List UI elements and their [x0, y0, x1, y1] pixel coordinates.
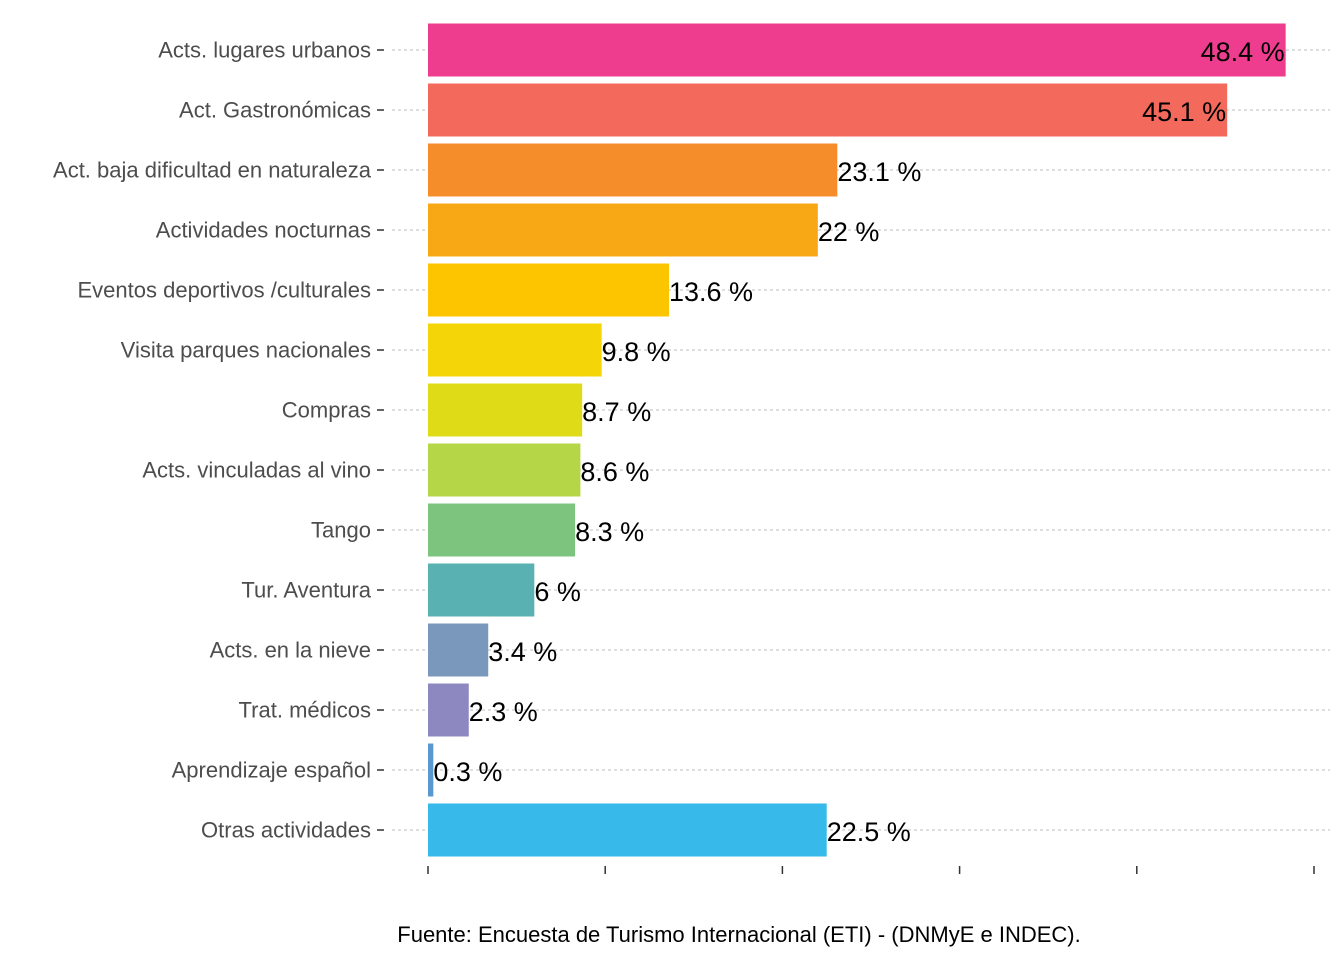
bar [428, 83, 1228, 137]
category-label: Eventos deportivos /culturales [78, 278, 372, 303]
category-label: Compras [282, 398, 371, 423]
category-label: Tur. Aventura [241, 578, 371, 603]
category-label: Acts. lugares urbanos [158, 38, 371, 63]
bar [428, 143, 838, 197]
value-label: 45.1 % [1142, 97, 1226, 127]
bar [428, 383, 583, 437]
value-label: 23.1 % [837, 157, 921, 187]
bar [428, 263, 669, 317]
value-label: 8.7 % [582, 397, 651, 427]
category-label: Acts. vinculadas al vino [142, 458, 371, 483]
category-label: Tango [311, 518, 371, 543]
value-label: 48.4 % [1201, 37, 1285, 67]
category-labels: Acts. lugares urbanos Act. Gastronómicas A… [53, 38, 384, 843]
bar [428, 563, 535, 617]
category-label: Acts. en la nieve [210, 638, 371, 663]
category-label: Visita parques nacionales [121, 338, 371, 363]
value-labels: 48.4 % 45.1 % 23.1 % 22 % 13.6 % 9.8 % 8.7 % 8.… [433, 37, 1284, 847]
value-label: 13.6 % [669, 277, 753, 307]
bar [428, 803, 827, 857]
bar [428, 503, 576, 557]
bar [428, 443, 581, 497]
bar [428, 323, 602, 377]
value-label: 0.3 % [433, 757, 502, 787]
bar [428, 683, 469, 737]
value-label: 8.3 % [575, 517, 644, 547]
bar [428, 743, 434, 797]
source-caption: Fuente: Encuesta de Turismo Internaciona… [397, 922, 1080, 947]
bars [428, 23, 1286, 857]
category-label: Aprendizaje español [172, 758, 371, 783]
category-label: Trat. médicos [239, 698, 371, 723]
bar [428, 23, 1286, 77]
value-label: 2.3 % [469, 697, 538, 727]
value-label: 22.5 % [827, 817, 911, 847]
bar [428, 203, 818, 257]
value-label: 3.4 % [488, 637, 557, 667]
category-label: Act. baja dificultad en naturaleza [53, 158, 372, 183]
category-label: Otras actividades [201, 818, 371, 843]
value-label: 22 % [818, 217, 880, 247]
x-axis [427, 866, 1315, 874]
bar [428, 623, 489, 677]
value-label: 9.8 % [602, 337, 671, 367]
category-label: Act. Gastronómicas [179, 98, 371, 123]
value-label: 8.6 % [580, 457, 649, 487]
category-label: Actividades nocturnas [156, 218, 371, 243]
value-label: 6 % [534, 577, 581, 607]
